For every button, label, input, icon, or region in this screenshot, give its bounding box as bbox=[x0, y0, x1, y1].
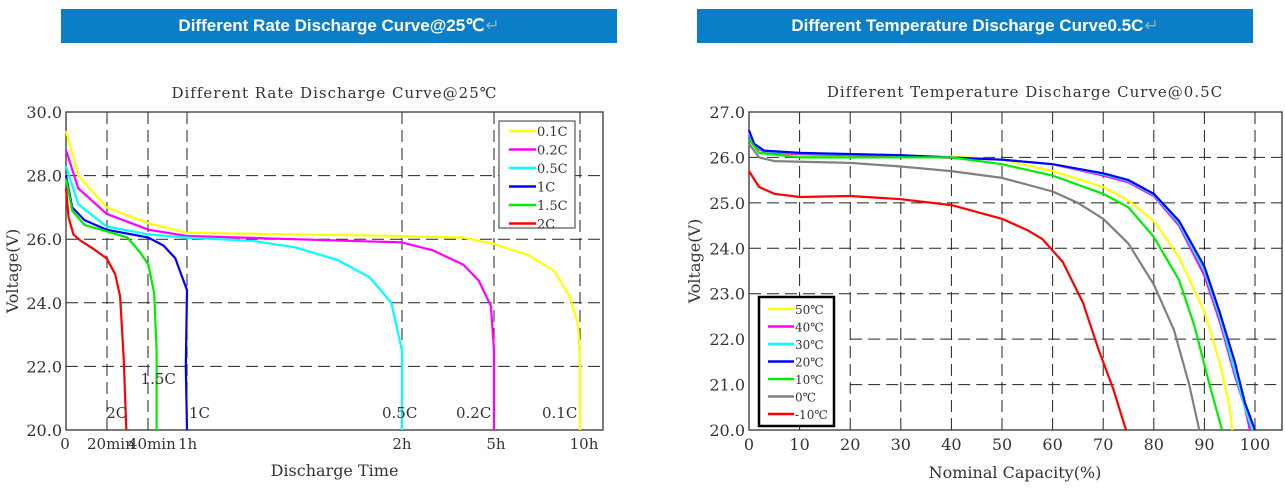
series-line-1-5C bbox=[64, 178, 158, 430]
x-tick-label: 80 bbox=[1144, 435, 1164, 454]
y-tick-label: 28.0 bbox=[26, 167, 62, 186]
legend-label: 0.1C bbox=[537, 125, 568, 140]
series-line-0-5C bbox=[64, 165, 404, 430]
y-axis-label: Voltage(V) bbox=[3, 229, 22, 315]
x-tick-label: 10 bbox=[789, 435, 809, 454]
temperature-discharge-chart: Different Temperature Discharge Curve@0.… bbox=[685, 83, 1283, 482]
series-line bbox=[748, 138, 1224, 431]
left-chart-banner: Different Rate Discharge Curve@25℃ ↵ bbox=[61, 9, 617, 43]
legend-label: 2C bbox=[537, 218, 555, 233]
legend-label: 1.5C bbox=[537, 199, 568, 214]
legend-label: -10℃ bbox=[795, 408, 828, 422]
legend-label: 50℃ bbox=[795, 303, 824, 317]
x-tick-label: 20min bbox=[87, 435, 135, 453]
y-tick-label: 21.0 bbox=[709, 376, 745, 395]
curve-label: 2C bbox=[106, 404, 127, 422]
y-tick-label: 26.0 bbox=[709, 148, 745, 167]
y-tick-label: 26.0 bbox=[26, 230, 62, 249]
y-tick-label: 30.0 bbox=[26, 103, 62, 122]
curve-label: 0.5C bbox=[382, 404, 417, 422]
y-tick-label: 25.0 bbox=[709, 194, 745, 213]
chart-title: Different Temperature Discharge Curve@0.… bbox=[827, 83, 1223, 101]
curve-label: 0.1C bbox=[542, 404, 577, 422]
legend-label: 1C bbox=[537, 181, 555, 196]
series-line-0-2C bbox=[64, 149, 496, 430]
curve-label: 1.5C bbox=[141, 370, 176, 388]
x-tick-label: 5h bbox=[486, 435, 506, 453]
legend-label: 0.5C bbox=[537, 162, 568, 177]
series-line bbox=[748, 170, 1128, 431]
legend-label: 0℃ bbox=[795, 391, 816, 405]
x-tick-label: 2h bbox=[392, 435, 412, 453]
rate-discharge-chart: Different Rate Discharge Curve@25℃ 20.0 22… bbox=[3, 84, 604, 480]
x-tick-label: 1h bbox=[178, 435, 198, 453]
legend-label: 30℃ bbox=[795, 338, 824, 352]
y-tick-label: 20.0 bbox=[26, 421, 62, 440]
return-mark-icon: ↵ bbox=[1144, 16, 1159, 35]
y-axis-label: Voltage(V) bbox=[685, 219, 704, 305]
y-tick-label: 24.0 bbox=[26, 294, 62, 313]
y-tick-label: 22.0 bbox=[709, 330, 745, 349]
curve-label: 0.2C bbox=[456, 404, 491, 422]
plot-frame bbox=[65, 111, 604, 431]
return-mark-icon: ↵ bbox=[485, 16, 500, 35]
x-tick-label: 10h bbox=[570, 435, 599, 453]
x-tick-label: 50 bbox=[992, 435, 1012, 454]
legend: 50℃ 40℃ 30℃ 20℃ 10℃ 0℃ -10℃ bbox=[757, 295, 836, 428]
x-axis-label: Discharge Time bbox=[271, 461, 399, 480]
x-tick-label: 0 bbox=[744, 435, 754, 454]
chart-title: Different Rate Discharge Curve@25℃ bbox=[171, 84, 497, 102]
x-axis-label: Nominal Capacity(%) bbox=[929, 463, 1102, 482]
x-tick-label: 100 bbox=[1240, 435, 1271, 454]
legend-box bbox=[498, 120, 576, 229]
legend-label: 10℃ bbox=[795, 373, 824, 387]
y-tick-label: 20.0 bbox=[709, 421, 745, 440]
plot-frame bbox=[748, 111, 1283, 431]
y-tick-label: 24.0 bbox=[709, 239, 745, 258]
left-banner-title: Different Rate Discharge Curve@25℃ bbox=[178, 16, 485, 35]
legend-label: 40℃ bbox=[795, 321, 824, 335]
series-line-0-1C bbox=[64, 130, 582, 430]
x-tick-label: 40 bbox=[941, 435, 961, 454]
x-tick-label: 60 bbox=[1042, 435, 1062, 454]
series-line bbox=[748, 143, 1201, 431]
x-tick-label: 20 bbox=[840, 435, 860, 454]
x-tick-label: 30 bbox=[891, 435, 911, 454]
right-banner-title: Different Temperature Discharge Curve0.5… bbox=[791, 16, 1144, 35]
x-tick-label: 90 bbox=[1194, 435, 1214, 454]
y-tick-label: 22.0 bbox=[26, 357, 62, 376]
legend-label: 0.2C bbox=[537, 144, 568, 159]
x-tick-label: 70 bbox=[1093, 435, 1113, 454]
series-line-2C bbox=[64, 188, 128, 431]
y-tick-label: 27.0 bbox=[709, 103, 745, 122]
series-line-1C bbox=[64, 175, 189, 431]
legend-label: 20℃ bbox=[795, 356, 824, 370]
legend: 0.1C 0.2C 0.5C 1C 1.5C 2C bbox=[498, 120, 576, 233]
y-tick-label: 23.0 bbox=[709, 285, 745, 304]
curve-label: 1C bbox=[189, 404, 210, 422]
series-line bbox=[747, 129, 1257, 431]
x-tick-label: 40min bbox=[128, 435, 176, 453]
right-chart-banner: Different Temperature Discharge Curve0.5… bbox=[697, 9, 1253, 43]
x-tick-label: 0 bbox=[60, 435, 70, 453]
series-line bbox=[748, 134, 1234, 431]
